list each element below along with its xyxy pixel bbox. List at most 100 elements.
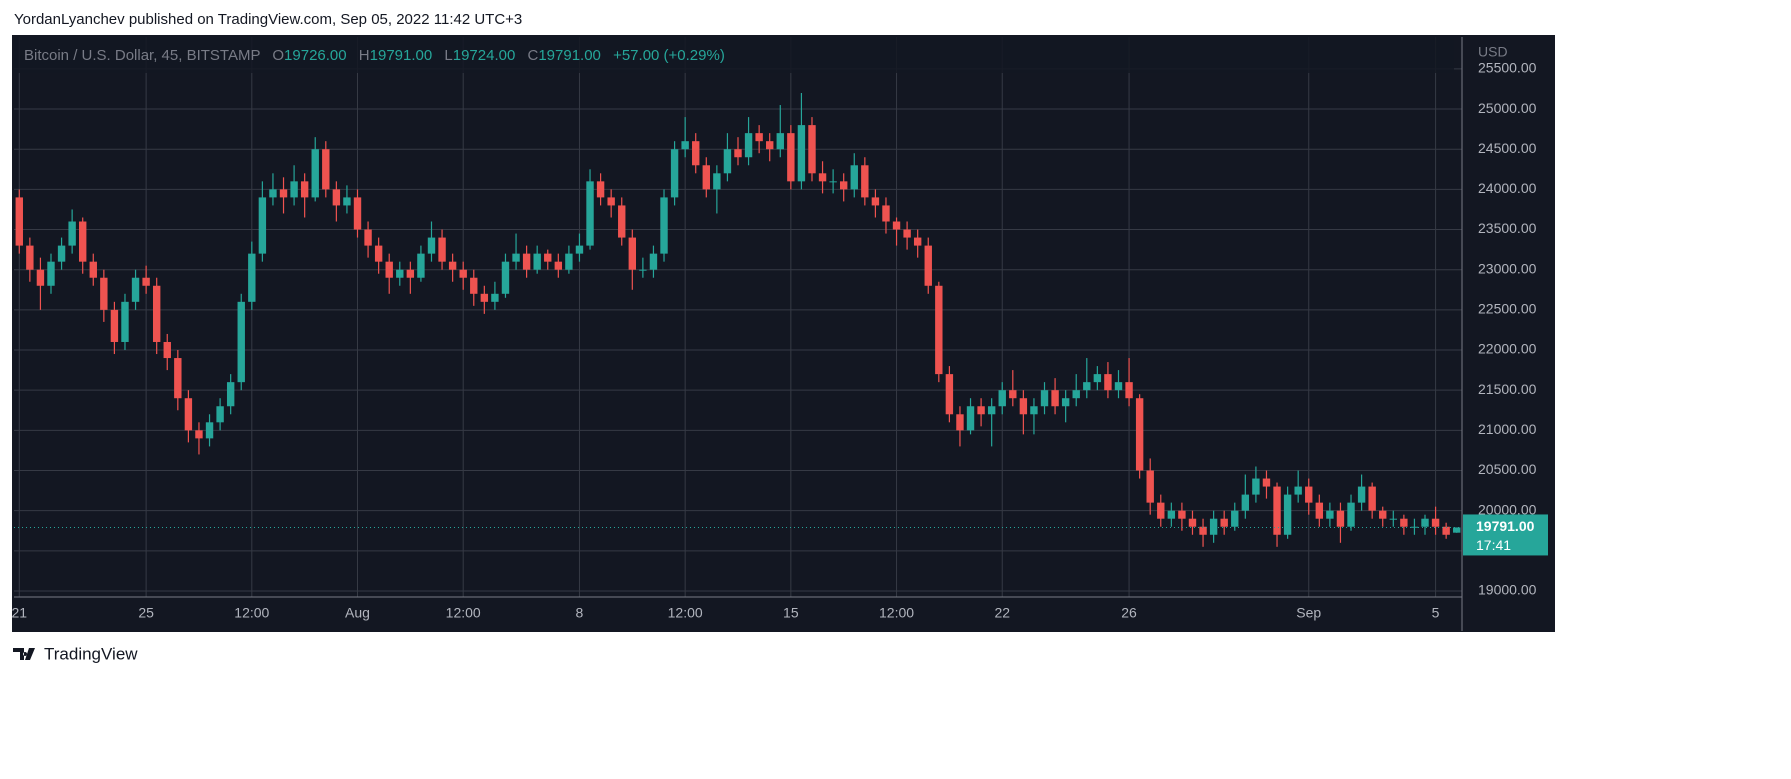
- candle-body: [417, 253, 425, 278]
- candle-body: [131, 277, 140, 302]
- candle-body: [797, 125, 806, 182]
- candle-body: [205, 422, 214, 439]
- candle-body: [311, 149, 319, 198]
- candle-body: [977, 406, 985, 415]
- y-tick-label: 25500.00: [1478, 60, 1537, 76]
- x-tick-label: 5: [1432, 605, 1440, 621]
- y-tick-label: 20500.00: [1478, 461, 1537, 477]
- candle-body: [332, 189, 341, 206]
- candle-body: [184, 398, 193, 431]
- candle-body: [1305, 486, 1313, 503]
- high-value: 19791.00: [370, 47, 433, 64]
- candle-body: [850, 165, 858, 190]
- candle-body: [882, 205, 890, 222]
- candle-body: [1231, 510, 1239, 527]
- candle-body: [57, 245, 66, 262]
- candle-body: [755, 133, 763, 142]
- candle-body: [1040, 390, 1049, 407]
- candle-body: [480, 293, 489, 302]
- candle-body: [1389, 518, 1397, 520]
- candle-body: [279, 189, 288, 198]
- low-tag: L: [444, 47, 452, 64]
- candle-body: [36, 269, 45, 286]
- candle-body: [522, 253, 531, 270]
- candle-body: [448, 261, 457, 270]
- candle-body: [491, 293, 499, 302]
- y-tick-label: 24000.00: [1478, 180, 1537, 196]
- candle-body: [818, 173, 827, 182]
- header-backdrop: [14, 37, 1454, 73]
- candle-body: [152, 285, 161, 342]
- close-value: 19791.00: [538, 47, 601, 64]
- symbol: Bitcoin / U.S. Dollar, 45, BITSTAMP: [24, 47, 260, 64]
- candle-body: [575, 245, 584, 254]
- candle-body: [300, 181, 309, 198]
- candle-body: [1209, 518, 1218, 535]
- candle-body: [1326, 510, 1334, 519]
- published-note: YordanLyanchev published on TradingView.…: [14, 11, 522, 28]
- candle-body: [956, 414, 964, 431]
- candle-body: [1188, 518, 1197, 527]
- candle-body: [470, 277, 478, 294]
- y-tick-label: 19000.00: [1478, 582, 1537, 598]
- high-tag: H: [359, 47, 370, 64]
- candle-body: [660, 197, 668, 254]
- y-tick-label: 20000.00: [1478, 501, 1537, 517]
- candle-body: [1199, 526, 1207, 535]
- candle-body: [385, 261, 393, 278]
- candle-body: [1273, 486, 1281, 535]
- candle-body: [226, 382, 235, 407]
- candle-body: [26, 245, 34, 270]
- candle-body: [1252, 478, 1260, 495]
- candle-body: [670, 149, 679, 198]
- candle-body: [1421, 518, 1429, 527]
- candle-body: [142, 277, 150, 286]
- candle-body: [734, 149, 742, 158]
- candle-body: [269, 189, 277, 198]
- candle-body: [1357, 486, 1366, 503]
- candle-body: [998, 390, 1006, 407]
- change: +57.00 (+0.29%): [613, 47, 725, 64]
- candle-body: [1135, 398, 1144, 471]
- candle-body: [1442, 526, 1450, 535]
- candle-body: [987, 406, 996, 415]
- candle-body: [248, 253, 256, 302]
- candle-body: [1104, 374, 1112, 391]
- close-tag: C: [527, 47, 538, 64]
- candle-body: [1368, 486, 1376, 511]
- candle-body: [924, 245, 932, 286]
- candle-body: [237, 301, 245, 383]
- x-tick-label: 21: [11, 605, 27, 621]
- candle-body: [100, 277, 108, 310]
- y-tick-label: 21500.00: [1478, 381, 1537, 397]
- candle-body: [1400, 518, 1408, 527]
- candle-body: [1294, 486, 1302, 495]
- currency-label: USD: [1478, 44, 1508, 60]
- candle-body: [544, 253, 552, 262]
- candle-body: [79, 221, 87, 262]
- candle-body: [639, 269, 647, 271]
- candle-body: [374, 245, 383, 262]
- candle-body: [766, 141, 774, 150]
- candle-body: [596, 181, 605, 198]
- candle-body: [681, 141, 689, 150]
- candle-body: [808, 125, 816, 174]
- candle-body: [586, 181, 594, 246]
- candle-body: [343, 197, 351, 206]
- candle-body: [1146, 470, 1154, 503]
- candle-body: [1283, 494, 1292, 535]
- candle-body: [1347, 502, 1355, 527]
- candle-body: [459, 269, 467, 278]
- candle-body: [364, 229, 372, 246]
- candle-body: [1220, 518, 1228, 527]
- candle-body: [68, 221, 76, 246]
- candle-body: [195, 430, 203, 439]
- candle-body: [1262, 478, 1271, 487]
- last-price-label: 19791.00: [1476, 518, 1535, 534]
- candle-body: [121, 301, 129, 342]
- x-tick-label: 12:00: [234, 605, 269, 621]
- x-tick-label: Aug: [345, 605, 370, 621]
- candle-body: [258, 197, 267, 254]
- candle-body: [163, 341, 171, 359]
